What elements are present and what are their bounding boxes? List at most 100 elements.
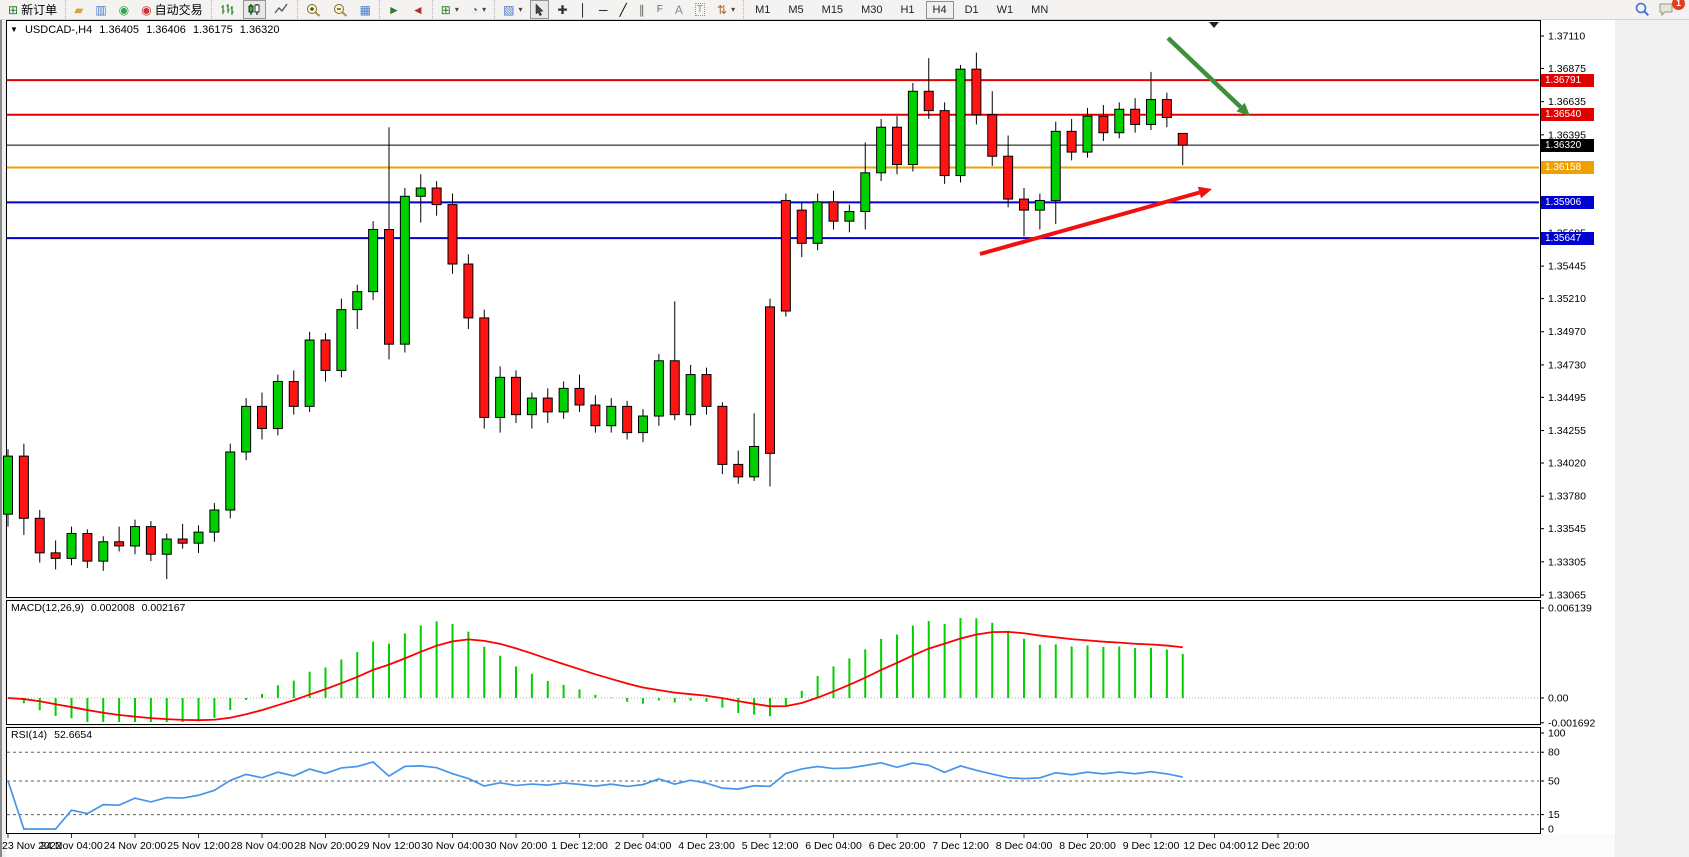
- price-level-badge: 1.35647: [1541, 231, 1594, 245]
- caret-down-icon: ▾: [731, 5, 736, 14]
- caret-down-icon: ▾: [454, 5, 459, 14]
- vertical-line-button[interactable]: │: [576, 0, 592, 19]
- chart-header: ▼ USDCAD-,H4 1.36405 1.36406 1.36175 1.3…: [10, 24, 284, 36]
- high-value: 1.36406: [146, 24, 186, 36]
- timeframe-w1-button[interactable]: W1: [996, 3, 1014, 16]
- svg-text:24 Nov 04:00: 24 Nov 04:00: [40, 840, 103, 852]
- line-chart-icon: [274, 3, 288, 14]
- low-value: 1.36175: [192, 24, 233, 36]
- svg-text:12 Dec 04:00: 12 Dec 04:00: [1183, 840, 1246, 852]
- market-watch-button[interactable]: ▰: [70, 0, 87, 19]
- trendline-button[interactable]: ╱: [616, 0, 631, 19]
- new-order-button[interactable]: ⊞ 新订单: [4, 0, 61, 19]
- svg-text:6 Dec 20:00: 6 Dec 20:00: [869, 840, 926, 852]
- svg-text:28 Nov 04:00: 28 Nov 04:00: [231, 840, 294, 852]
- tile-windows-button[interactable]: ▦: [356, 0, 375, 19]
- price-axis-area[interactable]: [1541, 20, 1615, 857]
- timeframe-d1-button[interactable]: D1: [964, 3, 979, 16]
- add-indicator-button[interactable]: ⊞ ▾: [437, 0, 463, 19]
- svg-text:25 Nov 12:00: 25 Nov 12:00: [167, 840, 230, 852]
- data-window-icon: ▥: [95, 2, 107, 17]
- price-level-badge: 1.36158: [1541, 161, 1594, 175]
- svg-text:1.34020: 1.34020: [1548, 458, 1586, 470]
- channel-button[interactable]: ∥: [635, 0, 649, 19]
- price-level-badge: 1.35906: [1541, 195, 1594, 209]
- new-order-icon: ⊞: [8, 2, 19, 17]
- window-left-edge: [0, 20, 2, 857]
- signals-icon: ◉: [118, 2, 130, 17]
- timeframe-h4-button[interactable]: H4: [925, 0, 954, 19]
- svg-text:8 Dec 20:00: 8 Dec 20:00: [1059, 840, 1116, 852]
- caret-down-icon: ▾: [482, 5, 487, 14]
- svg-text:1.33545: 1.33545: [1548, 523, 1586, 535]
- bar-chart-button[interactable]: [216, 0, 239, 19]
- vertical-line-icon: │: [579, 2, 588, 17]
- text-label-button[interactable]: T: [691, 0, 709, 19]
- svg-text:30 Nov 04:00: 30 Nov 04:00: [421, 840, 484, 852]
- chart-shift-button[interactable]: ◄: [408, 0, 428, 19]
- indicator-list-icon: ▧: [503, 2, 515, 17]
- svg-text:2 Dec 04:00: 2 Dec 04:00: [615, 840, 672, 852]
- timeframe-m15-button[interactable]: M15: [821, 3, 844, 16]
- svg-text:4 Dec 23:00: 4 Dec 23:00: [678, 840, 735, 852]
- indicator-list-button[interactable]: ▧ ▾: [499, 0, 526, 19]
- svg-text:9 Dec 12:00: 9 Dec 12:00: [1123, 840, 1180, 852]
- search-button[interactable]: [1630, 0, 1654, 19]
- notifications-button[interactable]: 1: [1654, 0, 1685, 19]
- time-axis-area[interactable]: [6, 834, 1615, 857]
- auto-scroll-button[interactable]: ►: [384, 0, 404, 19]
- close-value: 1.36320: [239, 24, 280, 36]
- svg-text:1.33065: 1.33065: [1548, 590, 1586, 602]
- cursor-button[interactable]: [530, 0, 550, 19]
- crosshair-button[interactable]: ✚: [553, 0, 571, 19]
- fibonacci-button[interactable]: F: [653, 0, 667, 19]
- svg-text:1.37110: 1.37110: [1548, 31, 1585, 43]
- bar-chart-icon: [221, 4, 234, 15]
- data-window-button[interactable]: ▥: [91, 0, 110, 19]
- arrows-button[interactable]: ⇅ ▾: [713, 0, 739, 19]
- tile-windows-icon: ▦: [359, 2, 371, 17]
- chart-shift-icon: ◄: [411, 2, 424, 17]
- svg-text:7 Dec 12:00: 7 Dec 12:00: [932, 840, 989, 852]
- timeframe-m5-button[interactable]: M5: [788, 3, 804, 16]
- text-button[interactable]: A: [671, 0, 687, 19]
- periods-button[interactable]: ◔ ▾: [467, 0, 490, 19]
- crosshair-icon: ✚: [557, 2, 568, 17]
- horizontal-line-icon: ─: [599, 2, 608, 17]
- svg-text:0: 0: [1548, 824, 1554, 836]
- trendline-icon: ╱: [619, 2, 627, 17]
- auto-scroll-icon: ►: [387, 2, 400, 17]
- svg-text:1 Dec 12:00: 1 Dec 12:00: [551, 840, 608, 852]
- line-chart-button[interactable]: [270, 0, 293, 19]
- svg-text:12 Dec 20:00: 12 Dec 20:00: [1247, 840, 1310, 852]
- signals-button[interactable]: ◉: [115, 0, 133, 19]
- text-label-icon: T: [694, 3, 706, 16]
- candlestick-chart-icon: [248, 4, 260, 15]
- fibonacci-icon: F: [656, 3, 663, 15]
- notification-badge: 1: [1672, 0, 1685, 10]
- timeframe-h1-button[interactable]: H1: [900, 3, 915, 16]
- svg-text:28 Nov 20:00: 28 Nov 20:00: [294, 840, 357, 852]
- svg-text:24 Nov 20:00: 24 Nov 20:00: [104, 840, 167, 852]
- trade-group: ⊞ 新订单: [0, 0, 65, 19]
- horizontal-line-button[interactable]: ─: [595, 0, 612, 19]
- timeframe-mn-button[interactable]: MN: [1031, 3, 1049, 16]
- symbol-dropdown-icon[interactable]: ▼: [10, 25, 18, 34]
- timeframe-m1-button[interactable]: M1: [755, 3, 771, 16]
- candlestick-chart-button[interactable]: [242, 0, 266, 19]
- timeframe-m30-button[interactable]: M30: [861, 3, 883, 16]
- svg-text:1.35210: 1.35210: [1548, 293, 1586, 305]
- price-level-badge: 1.36320: [1541, 138, 1594, 152]
- new-order-label: 新订单: [21, 3, 58, 17]
- open-value: 1.36405: [99, 24, 140, 36]
- zoom-out-button[interactable]: [329, 0, 352, 19]
- macd-panel[interactable]: [6, 600, 1541, 725]
- autotrade-icon: ◉: [141, 2, 152, 17]
- caret-down-icon: ▾: [518, 5, 523, 14]
- market-watch-icon: ▰: [74, 2, 84, 17]
- price-level-badge: 1.36540: [1541, 108, 1594, 122]
- zoom-in-button[interactable]: [302, 0, 325, 19]
- autotrade-button[interactable]: ◉ 自动交易: [137, 0, 207, 19]
- svg-text:50: 50: [1548, 776, 1560, 788]
